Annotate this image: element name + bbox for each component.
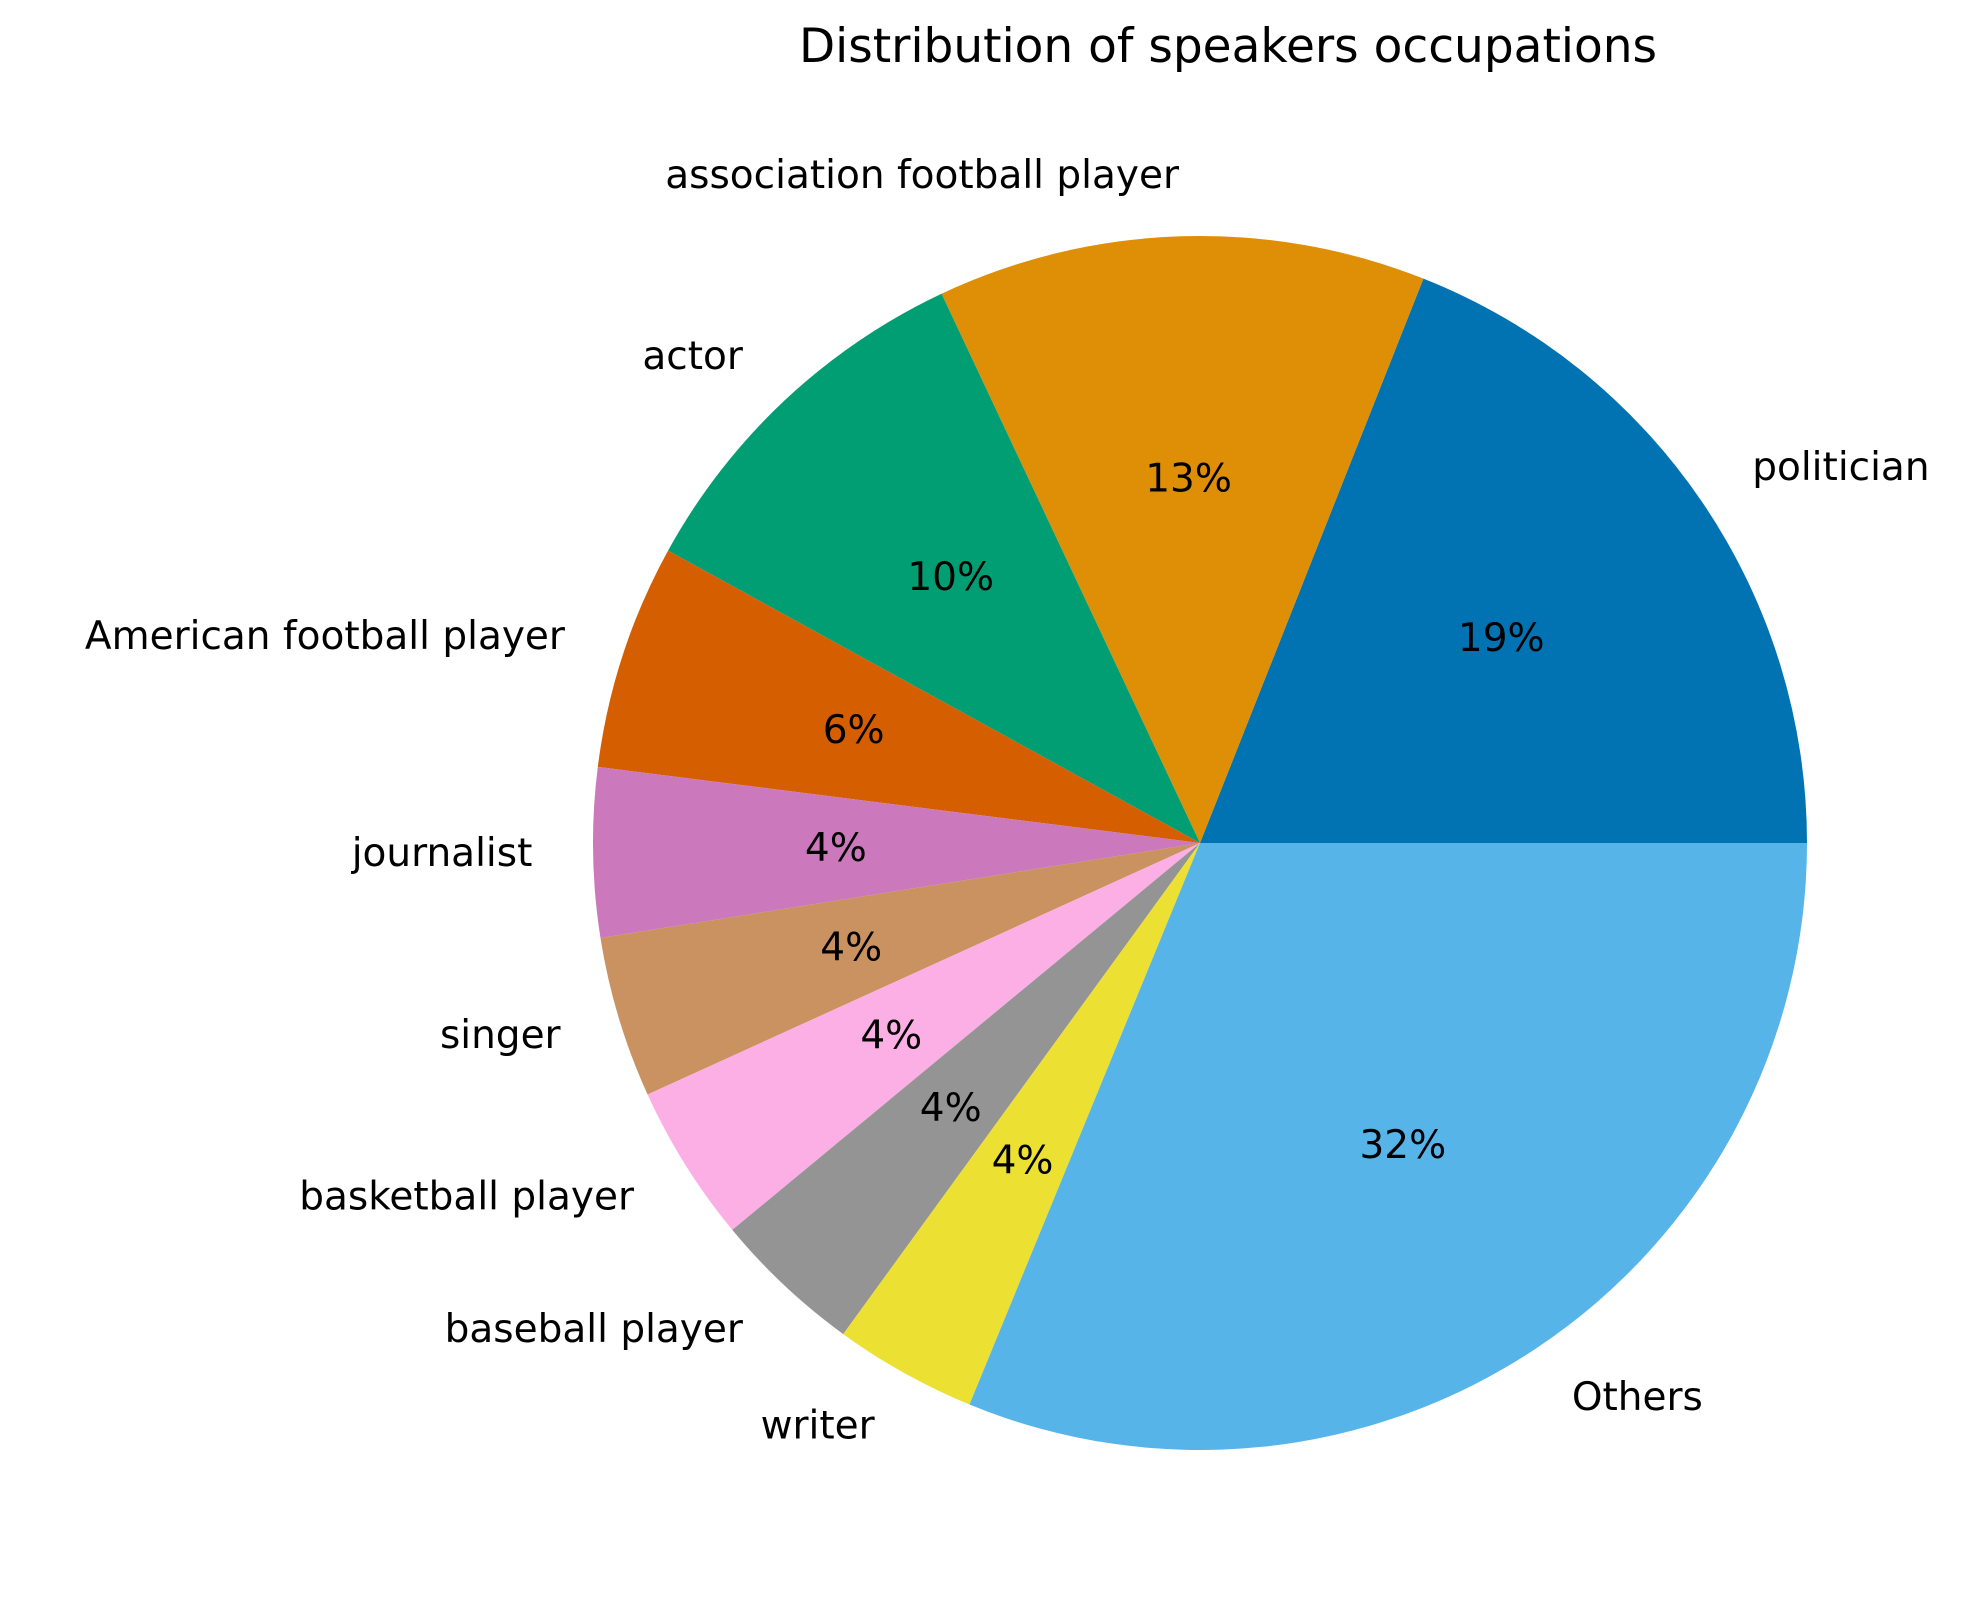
- slice-label-american-football-player: American football player: [85, 614, 566, 659]
- pie-slice-basketball-player: [647, 843, 1200, 1230]
- chart-title: Distribution of speakers occupations: [799, 19, 1657, 74]
- slice-percent-others: 32%: [1359, 1123, 1446, 1168]
- slice-label-actor: actor: [642, 334, 743, 379]
- slice-label-politician: politician: [1752, 445, 1929, 490]
- slice-label-baseball-player: baseball player: [445, 1307, 744, 1352]
- slice-label-singer: singer: [440, 1013, 562, 1058]
- slice-percent-american-football-player: 6%: [823, 708, 885, 753]
- slice-percent-actor: 10%: [907, 555, 994, 600]
- pie-slice-american-football-player: [597, 550, 1200, 843]
- pie-slice-baseball-player: [732, 843, 1200, 1335]
- slice-percent-journalist: 4%: [805, 826, 867, 871]
- pie-slice-association-football-player: [941, 235, 1424, 843]
- pie-labels: politician association football player act…: [85, 153, 1930, 1448]
- slice-percent-singer: 4%: [820, 925, 882, 970]
- pie-slice-politician: [1200, 278, 1807, 843]
- slice-percent-baseball-player: 4%: [920, 1086, 982, 1131]
- pie-slices: [592, 235, 1807, 1451]
- slice-label-journalist: journalist: [351, 831, 533, 876]
- pie-slice-writer: [843, 843, 1200, 1405]
- slice-percent-basketball-player: 4%: [860, 1014, 922, 1059]
- pie-slice-journalist: [592, 766, 1200, 938]
- pie-percent-labels: 19%13%10%6%4%4%4%4%4% 32%: [805, 456, 1545, 1183]
- slice-label-basketball-player: basketball player: [299, 1175, 635, 1220]
- slice-percent-association-football-player: 13%: [1145, 456, 1232, 501]
- pie-slice-singer: [600, 843, 1200, 1095]
- pie-slice-others: [969, 843, 1807, 1451]
- slice-label-writer: writer: [761, 1404, 876, 1449]
- pie-slice-actor: [668, 293, 1200, 843]
- slice-percent-writer: 4%: [992, 1139, 1054, 1184]
- slice-label-association-football-player: association football player: [665, 153, 1180, 198]
- slice-percent-politician: 19%: [1458, 616, 1545, 661]
- slice-label-others: Others: [1572, 1375, 1703, 1420]
